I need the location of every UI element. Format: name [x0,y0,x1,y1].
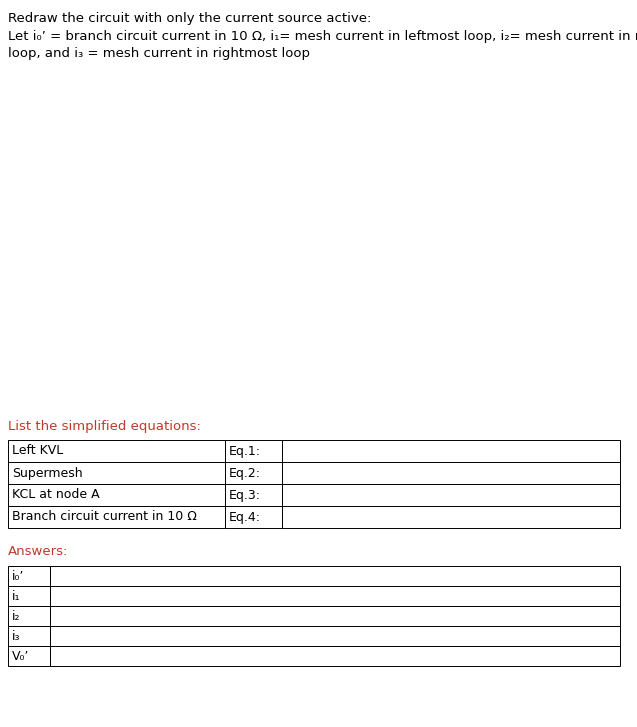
Bar [8,440,225,462]
Bar [50,566,620,586]
Text: loop, and i₃ = mesh current in rightmost loop: loop, and i₃ = mesh current in rightmost… [8,47,310,60]
Bar [282,440,620,462]
Bar [50,586,620,606]
Text: Left KVL: Left KVL [12,444,63,457]
Bar [8,646,50,666]
Text: i₁: i₁ [12,590,20,603]
Text: Let i₀’ = branch circuit current in 10 Ω, i₁= mesh current in leftmost loop, i₂=: Let i₀’ = branch circuit current in 10 Ω… [8,30,637,43]
Text: Eq.4:: Eq.4: [229,510,261,523]
Bar [225,506,282,528]
Text: Answers:: Answers: [8,545,68,558]
Text: Redraw the circuit with only the current source active:: Redraw the circuit with only the current… [8,12,371,25]
Bar [50,646,620,666]
Text: KCL at node A: KCL at node A [12,489,99,502]
Text: Branch circuit current in 10 Ω: Branch circuit current in 10 Ω [12,510,197,523]
Bar [50,606,620,626]
Bar [8,462,225,484]
Bar [50,626,620,646]
Bar [282,484,620,506]
Bar [8,566,50,586]
Text: i₀’: i₀’ [12,569,24,582]
Bar [225,440,282,462]
Bar [225,462,282,484]
Bar [225,484,282,506]
Bar [8,506,225,528]
Bar [8,484,225,506]
Text: Supermesh: Supermesh [12,467,83,480]
Text: i₂: i₂ [12,609,20,622]
Text: i₃: i₃ [12,630,20,643]
Text: List the simplified equations:: List the simplified equations: [8,420,201,433]
Text: Eq.3:: Eq.3: [229,489,261,502]
Text: Eq.2:: Eq.2: [229,467,261,480]
Bar [282,462,620,484]
Bar [8,606,50,626]
Bar [282,506,620,528]
Text: Eq.1:: Eq.1: [229,444,261,457]
Bar [8,626,50,646]
Bar [8,586,50,606]
Text: V₀’: V₀’ [12,649,29,662]
